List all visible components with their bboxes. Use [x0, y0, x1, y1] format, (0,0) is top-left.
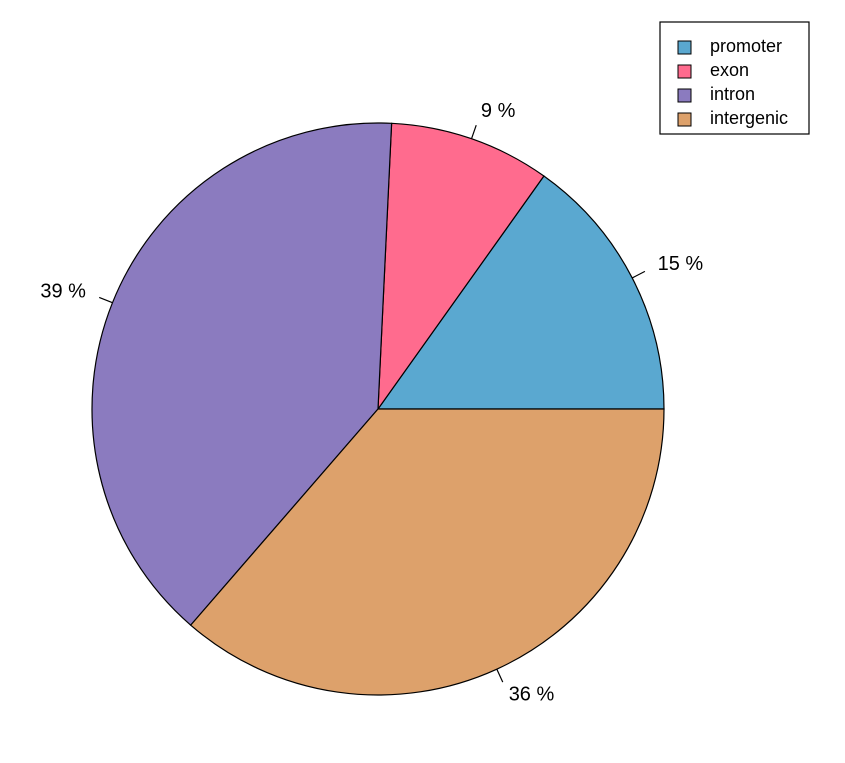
legend-label: exon: [710, 60, 749, 80]
slice-label: 9 %: [481, 100, 516, 122]
legend-swatch: [677, 88, 692, 103]
legend-label: intron: [710, 84, 755, 104]
legend-swatch: [677, 40, 692, 55]
slice-label: 15 %: [658, 253, 704, 275]
label-tick: [98, 296, 113, 304]
label-tick: [631, 270, 646, 279]
label-tick: [496, 668, 504, 683]
pie-slice: [377, 122, 545, 412]
legend-swatch: [677, 112, 692, 127]
legend-label: intergenic: [710, 108, 788, 128]
pie-slice: [189, 408, 665, 696]
slice-label: 36 %: [509, 683, 555, 705]
slice-label: 39 %: [40, 280, 86, 302]
pie-slice: [91, 122, 393, 626]
legend-swatch: [677, 64, 692, 79]
label-tick: [470, 125, 477, 139]
legend-label: promoter: [710, 36, 782, 56]
